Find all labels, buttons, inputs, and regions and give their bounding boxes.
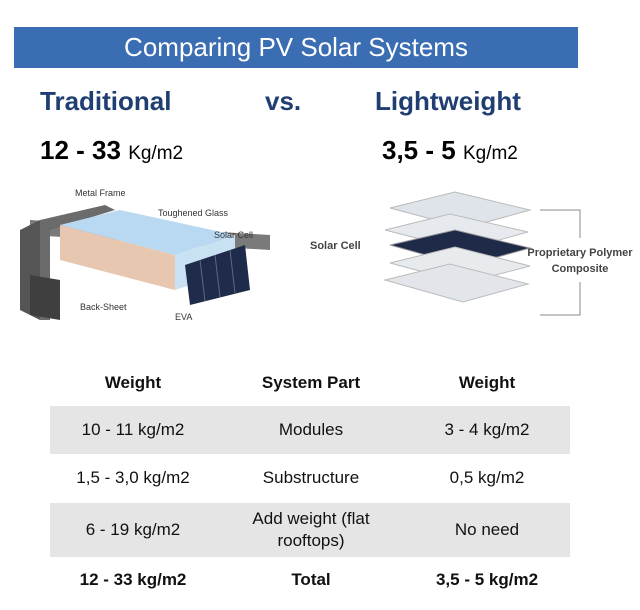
label: EVA [175,312,193,322]
cell-line [229,249,236,294]
bracket [540,209,581,238]
title-banner [14,27,578,68]
column-header: Weight [104,373,162,392]
cell-line [199,259,206,302]
glass-edge [60,225,175,290]
table-cell: No need [454,520,520,539]
table-cell: 6 - 19 kg/m2 [85,520,181,539]
column-header: Weight [458,373,516,392]
label: Solar Cell [310,240,361,252]
table-cell: 10 - 11 kg/m2 [81,420,185,439]
weight-unit: Kg/m2 [128,143,184,164]
weight-left: 12 - 33 Kg/m2 [40,135,183,166]
weight-value: 12 - 33 [40,135,121,165]
illustrations [20,191,581,320]
table-cell: 12 - 33 kg/m2 [79,570,187,589]
heading-left: Traditional [40,86,172,116]
bracket [540,282,581,316]
label: Metal Frame [75,188,126,198]
glass [60,210,235,255]
table-cell: Total [291,570,331,589]
row-band [50,503,570,557]
table-cell: Substructure [262,468,360,487]
column-header: System Part [261,373,361,392]
title: Comparing PV Solar Systems [124,32,468,62]
table-cell: 0,5 kg/m2 [449,468,525,487]
table-cell: 3,5 - 5 kg/m2 [435,570,539,589]
table-cell: Add weight (flat rooftops) [252,509,370,550]
table-cell: 1,5 - 3,0 kg/m2 [76,468,190,487]
label: Solar Cell [214,230,254,240]
row-band [50,406,570,454]
label: Proprietary Polymer Composite [527,247,633,275]
cell-line [214,254,221,298]
weight-unit: Kg/m2 [462,143,518,164]
table-cell: 3 - 4 kg/m2 [444,420,530,439]
frame-bottom [30,275,60,320]
layer [383,263,530,303]
table-cell: Modules [278,420,344,439]
heading-vs: vs. [265,86,302,116]
heading-right: Lightweight [375,86,521,116]
label: Toughened Glass [158,208,229,218]
weight-right: 3,5 - 5 Kg/m2 [382,135,518,166]
weight-value: 3,5 - 5 [382,135,456,165]
label: Back-Sheet [80,302,127,312]
